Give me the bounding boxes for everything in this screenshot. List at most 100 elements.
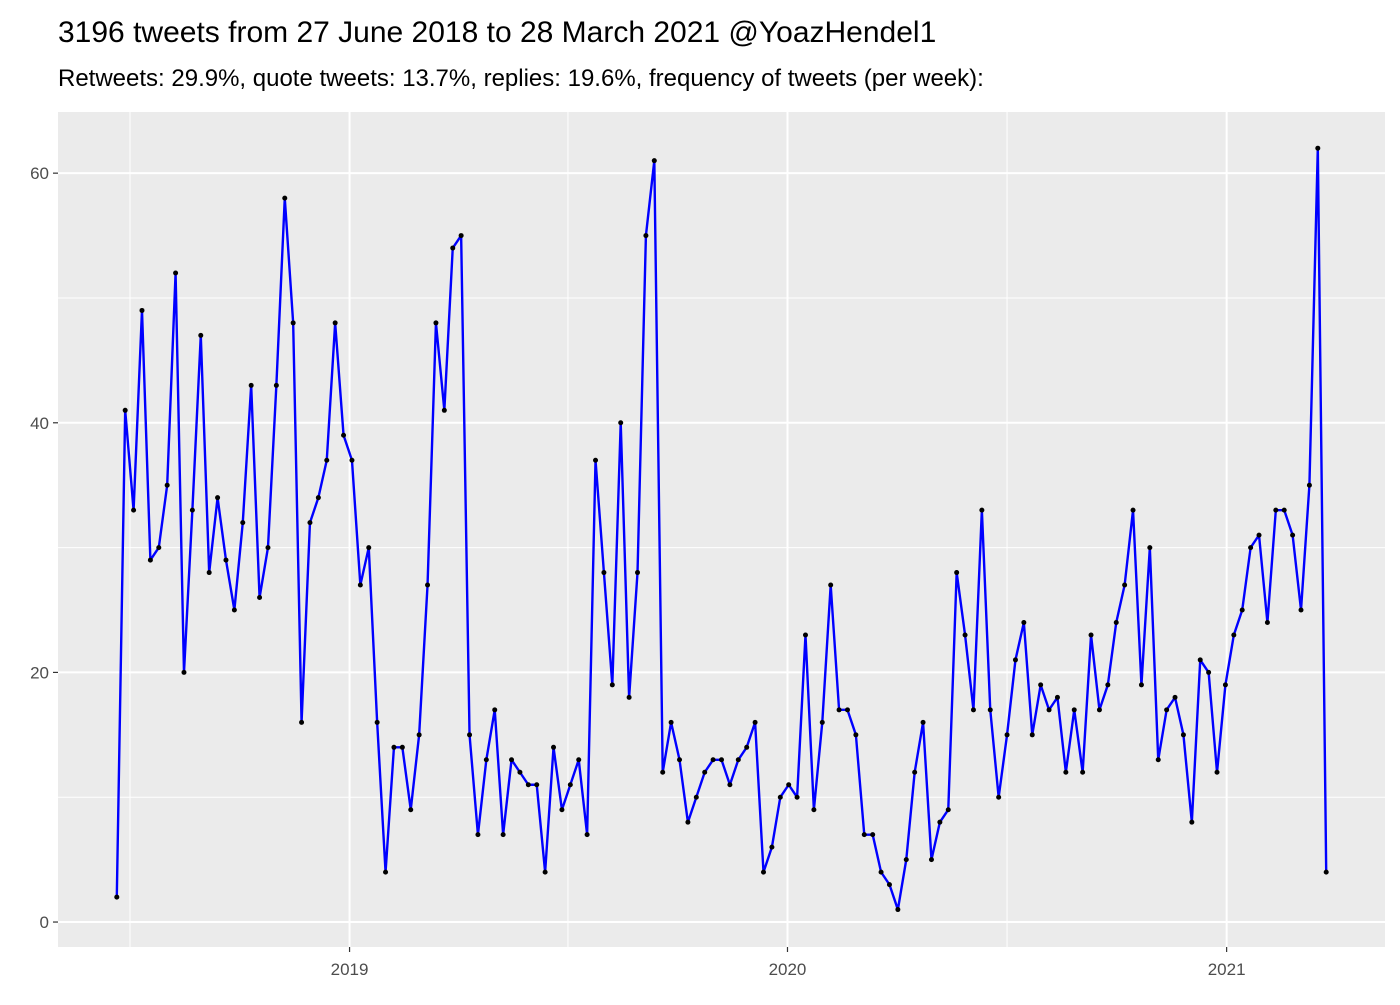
chart-subtitle: Retweets: 29.9%, quote tweets: 13.7%, re… [58,65,984,92]
data-point [1004,732,1010,738]
series-group [114,145,1329,913]
data-point [517,769,523,775]
data-point [240,520,246,526]
data-point [719,757,724,763]
data-point [416,732,422,738]
data-point [853,732,859,738]
data-point [593,457,599,463]
data-point [349,457,355,463]
data-point [492,707,498,713]
data-point [450,245,456,251]
data-point [483,757,489,763]
data-point [425,582,431,588]
data-point [1147,545,1153,551]
chart-title: 3196 tweets from 27 June 2018 to 28 Marc… [58,16,936,49]
data-point [693,794,699,800]
data-point [181,669,187,675]
data-point [1281,507,1287,513]
data-point [1239,607,1245,613]
data-point [1206,669,1212,675]
data-point [979,507,985,513]
data-point [1256,532,1262,538]
data-point [609,682,615,688]
data-point [391,744,397,750]
data-point [567,782,573,788]
data-point [970,707,976,713]
data-point [752,719,758,725]
data-point [357,582,363,588]
data-point [1231,632,1237,638]
data-point [744,744,750,750]
data-point [257,595,263,601]
data-point [685,819,691,825]
data-point [1038,682,1044,688]
data-point [1130,507,1136,513]
data-point [1180,732,1186,738]
data-point [844,707,850,713]
data-point [122,407,128,413]
data-point [937,819,943,825]
data-point [500,832,506,838]
data-point [786,782,792,788]
x-tick-label: 2019 [331,960,369,979]
data-point [559,807,565,813]
data-point [1298,607,1304,613]
data-point [819,719,825,725]
data-point [307,520,313,526]
data-point [903,857,909,863]
data-point [467,732,473,738]
data-point [1105,682,1111,688]
data-point [509,757,515,763]
data-point [794,794,800,800]
data-point [265,545,271,551]
data-point [475,832,481,838]
data-point [282,195,288,201]
data-point [769,844,775,850]
data-point [273,382,279,388]
data-point [324,457,330,463]
data-point [1164,707,1170,713]
data-point [954,570,960,576]
data-point [626,694,632,700]
data-point [1315,145,1321,151]
data-point [341,432,347,438]
data-point [1063,769,1069,775]
data-point [677,757,683,763]
y-tick-label: 20 [30,663,49,682]
data-point [147,557,153,563]
data-point [576,757,582,763]
data-point [1264,619,1270,625]
data-point [861,832,867,838]
data-point [760,869,766,875]
data-point [534,782,540,788]
data-point [836,707,842,713]
data-point [1046,707,1052,713]
data-point [173,270,179,276]
data-point [315,495,321,501]
x-tick-label: 2020 [769,960,807,979]
data-point [802,632,808,638]
data-point [886,882,892,888]
data-point [945,807,951,813]
data-point [156,545,162,551]
data-point [114,894,120,900]
data-point [668,719,674,725]
y-tick-label: 40 [30,414,49,433]
data-point [710,757,716,763]
data-point [215,495,221,501]
data-point [987,707,993,713]
data-point [618,420,624,426]
data-point [198,332,204,338]
data-point [551,744,557,750]
data-point [332,320,338,326]
data-point [206,570,212,576]
data-point [1012,657,1018,663]
data-point [1080,769,1086,775]
data-point [878,869,884,875]
data-point [164,482,170,488]
data-point [441,407,447,413]
data-point [727,782,733,788]
data-point [139,307,145,313]
data-point [1138,682,1144,688]
